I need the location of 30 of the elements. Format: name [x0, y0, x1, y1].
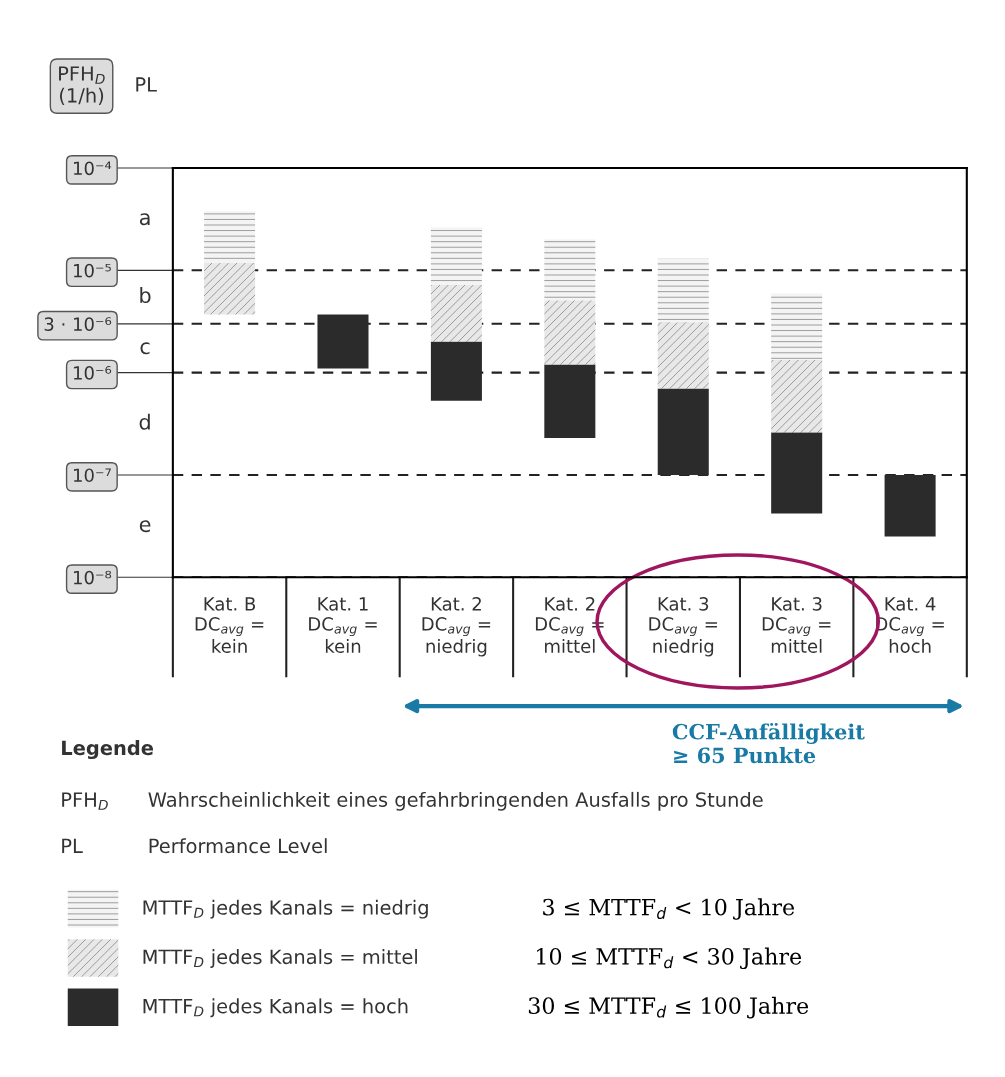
- y-tick-label: 10⁻⁵: [73, 263, 111, 278]
- y-tick-label: 10⁻⁸: [73, 570, 112, 585]
- text: PL: [62, 838, 83, 853]
- text: PFH$_{D}$: [62, 792, 108, 810]
- text: CCF-Anfälligkeit ≥ 65 Punkte: [672, 722, 865, 764]
- y-tick-label: 3 · 10⁻⁶: [44, 317, 112, 331]
- text: 30 ≤ MTTF$_{d}$ ≤ 100 Jahre: [528, 996, 809, 1019]
- text: Legende: [62, 740, 153, 760]
- legend-label: MTTF$_{D}$ jedes Kanals = mittel: [143, 949, 417, 968]
- y-axis-title: PFH$_{D}$ (1/h): [59, 66, 105, 105]
- text: Wahrscheinlichkeit eines gefahrbringenden Ausfalls pro Stunde: [148, 791, 763, 811]
- text: b: [140, 286, 151, 304]
- legend-label: MTTF$_{D}$ jedes Kanals = hoch: [143, 998, 408, 1018]
- x-tick-label: Kat. B DC$_{avg}$ = kein: [195, 597, 264, 653]
- text: d: [139, 413, 150, 430]
- x-tick-label: Kat. 1 DC$_{avg}$ = kein: [309, 597, 377, 653]
- y-tick-label: 10⁻⁷: [73, 468, 111, 483]
- text: e: [139, 520, 151, 533]
- x-tick-label: Kat. 3 DC$_{avg}$ = niedrig: [649, 597, 717, 657]
- text: c: [140, 342, 150, 355]
- x-tick-label: Kat. 3 DC$_{avg}$ = mittel: [762, 597, 831, 653]
- y-tick-label: 10⁻⁴: [73, 161, 112, 176]
- text: Performance Level: [149, 838, 327, 854]
- text: PL: [136, 77, 157, 92]
- text: 3 ≤ MTTF$_{d}$ < 10 Jahre: [543, 898, 795, 920]
- y-tick-label: 10⁻⁶: [73, 366, 112, 380]
- x-tick-label: Kat. 2 DC$_{avg}$ = niedrig: [422, 597, 491, 657]
- legend-label: MTTF$_{D}$ jedes Kanals = niedrig: [143, 899, 428, 919]
- text: a: [139, 213, 150, 226]
- text: 10 ≤ MTTF$_{d}$ < 30 Jahre: [537, 947, 802, 970]
